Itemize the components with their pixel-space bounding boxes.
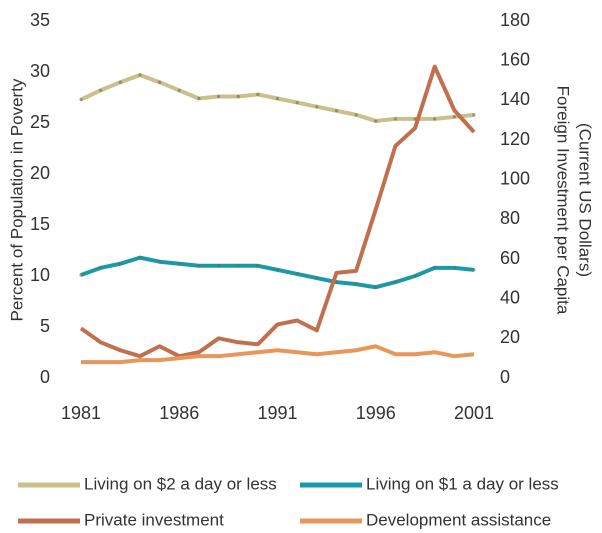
series-marker <box>334 109 339 113</box>
series-marker <box>275 268 280 272</box>
series-line <box>79 64 476 359</box>
series-marker <box>295 101 299 105</box>
y2-tick-label: 120 <box>500 129 530 149</box>
series-line <box>80 255 475 290</box>
series-marker <box>374 119 378 123</box>
series-marker <box>295 272 299 276</box>
series-marker <box>472 268 476 272</box>
series-marker <box>197 264 201 268</box>
y2-axis-label: Foreign Investment per Capita <box>554 86 573 315</box>
y2-tick-label: 180 <box>500 10 530 30</box>
series-marker <box>452 266 456 270</box>
y-tick-label: 15 <box>30 214 50 234</box>
series-marker <box>315 276 319 280</box>
y-tick-label: 35 <box>30 10 50 30</box>
y2-tick-label: 40 <box>500 287 520 307</box>
y-tick-label: 10 <box>30 265 50 285</box>
series-marker <box>177 88 181 92</box>
y-tick-label: 0 <box>40 367 50 387</box>
series-marker <box>256 264 260 268</box>
series-marker <box>472 113 476 117</box>
series-marker <box>158 260 162 264</box>
legend-label: Living on $1 a day or less <box>366 474 559 493</box>
series-marker <box>138 256 142 260</box>
y2-tick-label: 60 <box>500 248 520 268</box>
x-tick-label: 2001 <box>454 403 494 423</box>
series-marker <box>236 94 240 99</box>
series-marker <box>79 273 83 277</box>
series-marker <box>216 94 221 99</box>
series-marker <box>79 97 83 102</box>
series-marker <box>275 96 280 101</box>
y-tick-label: 30 <box>30 61 50 81</box>
series-marker <box>99 266 103 270</box>
series-marker <box>433 117 437 121</box>
y-tick-label: 5 <box>40 316 50 336</box>
series-marker <box>197 96 201 101</box>
y-axis-label: Percent of Population in Poverty <box>7 78 26 321</box>
series-marker <box>433 266 437 270</box>
y-tick-label: 25 <box>30 112 50 132</box>
series-marker <box>393 280 397 284</box>
series-marker <box>138 73 142 77</box>
series-line <box>81 344 475 365</box>
y2-tick-label: 160 <box>500 49 530 69</box>
y-tick-label: 20 <box>30 163 50 183</box>
x-tick-label: 1996 <box>356 403 396 423</box>
y2-tick-label: 80 <box>500 208 520 228</box>
series-marker <box>452 115 456 119</box>
legend-label: Living on $2 a day or less <box>84 474 277 493</box>
y2-axis-label: (Current US Dollars) <box>576 123 595 277</box>
series-marker <box>354 113 358 117</box>
x-tick-label: 1981 <box>61 403 101 423</box>
series-marker <box>118 262 122 266</box>
x-tick-label: 1991 <box>257 403 297 423</box>
y2-tick-label: 100 <box>500 168 530 188</box>
series-marker <box>354 282 358 286</box>
series-marker <box>374 285 378 289</box>
legend-label: Development assistance <box>366 510 551 529</box>
series-marker <box>315 105 319 109</box>
series-marker <box>177 262 181 266</box>
legend-label: Private investment <box>84 510 224 529</box>
series-marker <box>118 80 122 84</box>
series-marker <box>236 264 240 268</box>
series-marker <box>256 92 260 97</box>
series-marker <box>99 88 103 92</box>
series-marker <box>393 117 397 121</box>
series-marker <box>216 264 221 268</box>
y2-tick-label: 20 <box>500 327 520 347</box>
y2-tick-label: 0 <box>500 367 510 387</box>
series-marker <box>413 274 417 278</box>
x-tick-label: 1986 <box>159 403 199 423</box>
y2-tick-label: 140 <box>500 89 530 109</box>
legend: Living on $2 a day or less Living on $1 a… <box>18 474 559 529</box>
series-marker <box>158 80 162 84</box>
